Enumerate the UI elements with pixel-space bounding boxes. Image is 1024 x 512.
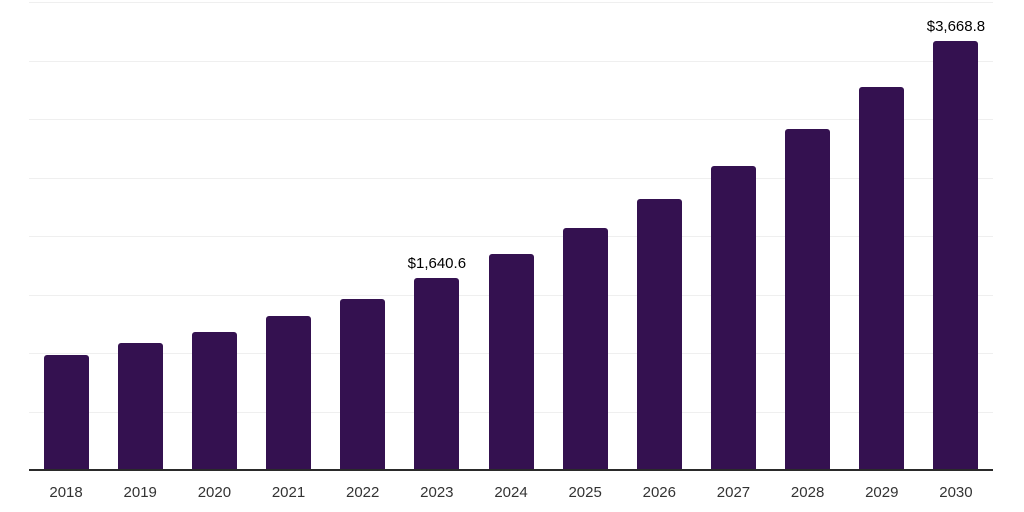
bar [933,40,979,470]
x-tick-label: 2020 [197,484,232,501]
gridline [29,119,993,120]
bar [266,316,312,470]
gridline [29,177,993,179]
bar [414,278,460,470]
bar [191,331,237,470]
x-tick-label: 2019 [123,484,157,501]
x-tick-label: 2025 [568,484,602,501]
x-tick-label: 2022 [346,484,380,501]
bar [562,228,608,470]
x-tick-label: 2027 [716,484,751,501]
bar-data-label: $1,640.6 [407,255,467,273]
gridline [29,60,993,62]
x-tick-label: 2026 [642,484,676,501]
x-tick-label: 2030 [939,484,973,501]
bar [636,199,682,470]
bar-data-label: $3,668.8 [926,17,986,35]
x-tick-label: 2021 [271,484,306,501]
gridline [29,2,993,3]
bar [785,128,831,470]
x-tick-label: 2029 [865,484,899,501]
bar [859,87,905,470]
x-tick-label: 2024 [494,484,528,501]
bar [340,299,386,470]
bar [488,254,534,470]
bar [117,343,163,470]
gridline [29,236,993,237]
bar [710,165,756,470]
x-tick-label: 2028 [790,484,825,501]
bar [43,354,89,470]
x-axis-line [29,469,993,471]
x-tick-label: 2023 [420,484,454,501]
x-tick-label: 2018 [49,484,83,501]
